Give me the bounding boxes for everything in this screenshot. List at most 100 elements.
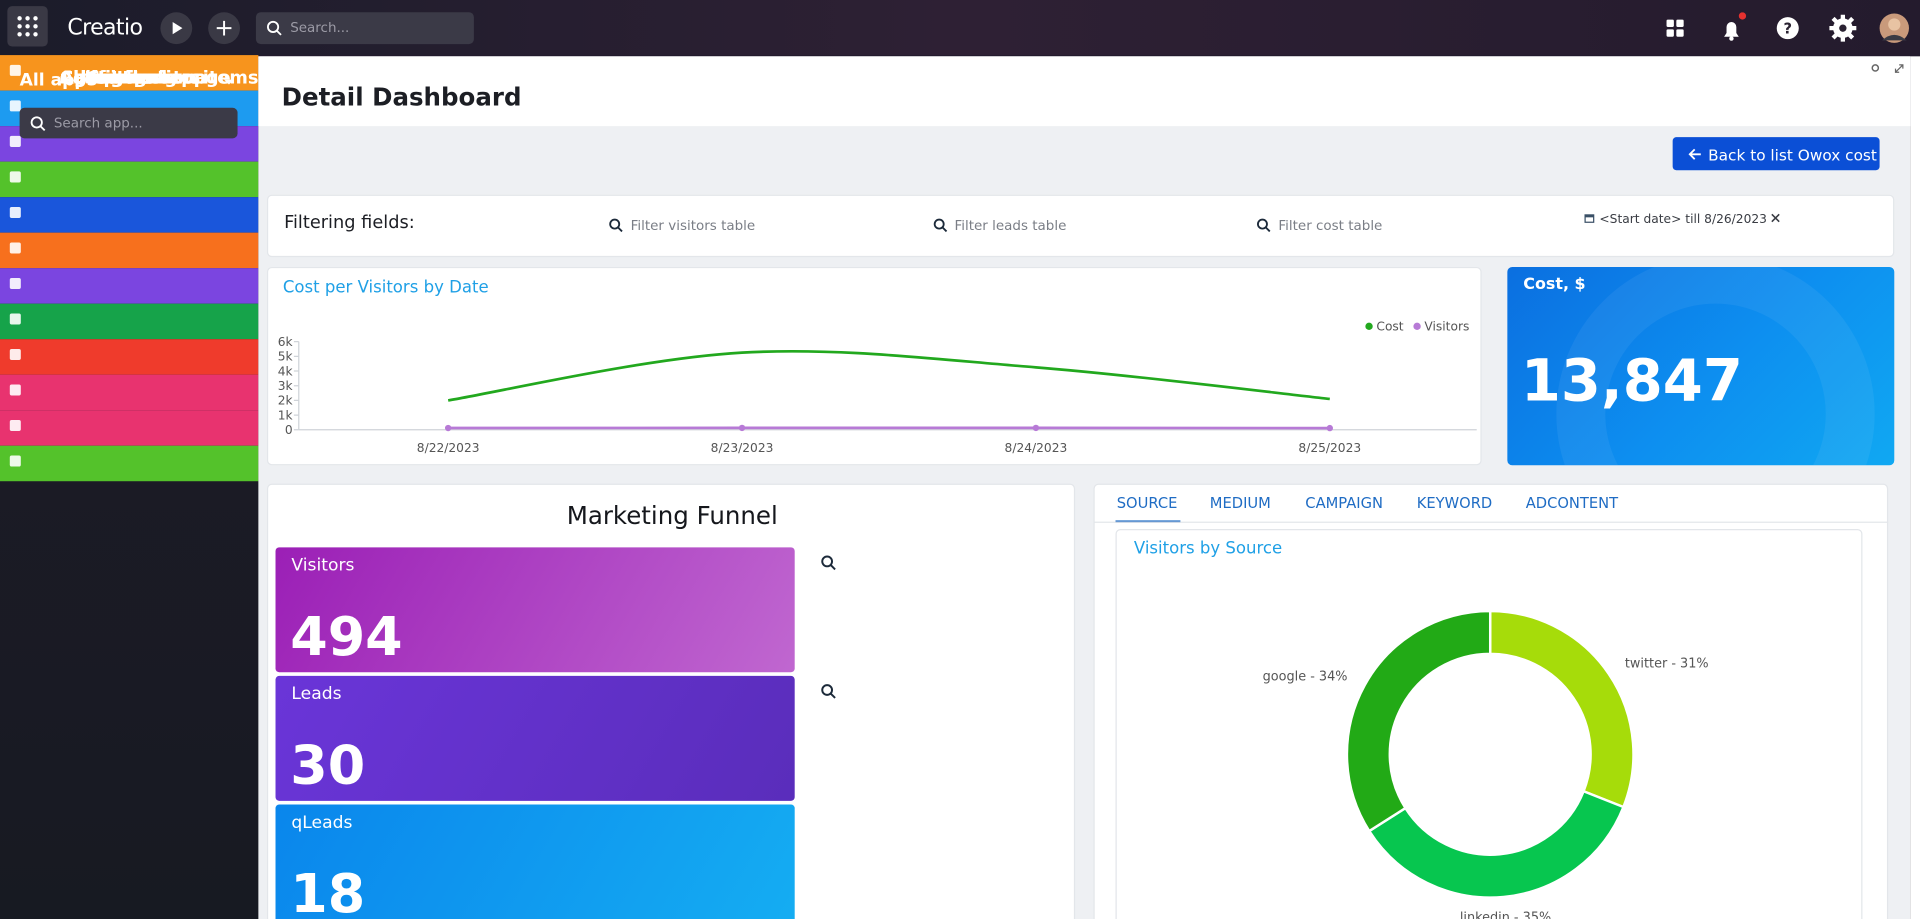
stage-value: 30 bbox=[290, 734, 366, 797]
glyph bbox=[821, 683, 834, 696]
settings-icon[interactable] bbox=[1829, 14, 1857, 42]
tab[interactable]: SOURCE bbox=[1116, 494, 1178, 512]
nav-item[interactable]: Chat bbox=[0, 69, 259, 446]
glyph bbox=[9, 64, 21, 76]
calendar-icon bbox=[1584, 214, 1595, 223]
pie-label: google - 34% bbox=[1263, 670, 1348, 685]
chart-title: Cost per Visitors by Date bbox=[282, 277, 489, 298]
nav-item[interactable]: Agent desktop bbox=[0, 69, 259, 233]
nav-item[interactable]: Calls bbox=[0, 69, 259, 304]
filter-input[interactable]: Filter leads table bbox=[932, 217, 1177, 239]
nav-item[interactable]: Changes bbox=[0, 69, 259, 411]
search-icon bbox=[1257, 218, 1271, 233]
nav-label: Campaigns bbox=[60, 68, 171, 89]
nav-item[interactable]: Accounts bbox=[0, 55, 259, 91]
y-tick-label: 5k bbox=[278, 350, 294, 364]
legend-label[interactable]: Visitors bbox=[1424, 320, 1469, 334]
svg-text:?: ? bbox=[1783, 21, 1792, 38]
line-point bbox=[738, 424, 746, 432]
tab[interactable]: MEDIUM bbox=[1209, 494, 1271, 512]
nav-item[interactable]: AdCost bbox=[0, 69, 259, 198]
nav-icon bbox=[0, 268, 259, 304]
x-tick-label: 8/24/2023 bbox=[1005, 441, 1068, 455]
nav-icon bbox=[0, 55, 259, 91]
glyph bbox=[941, 226, 947, 233]
filter-card: Filtering fields: Filter visitors table F… bbox=[266, 194, 1895, 258]
expand-icon[interactable] bbox=[1894, 64, 1904, 73]
cost-value: 13,847 bbox=[1520, 347, 1743, 416]
cost-card: Cost, $ 13,847 bbox=[1507, 266, 1895, 466]
stage-name: Visitors bbox=[291, 555, 355, 576]
nav-item[interactable]: Agent homepage bbox=[0, 69, 259, 269]
top-bar: Creatio Search... ? bbox=[0, 0, 1920, 56]
global-search[interactable]: Search... bbox=[255, 12, 474, 45]
pie-label: linkedin - 35% bbox=[1460, 910, 1551, 919]
brand: Creatio bbox=[67, 14, 143, 41]
search-placeholder: Search app... bbox=[53, 115, 143, 132]
filter-input[interactable]: Filter visitors table bbox=[609, 217, 854, 239]
add-button[interactable] bbox=[208, 12, 241, 45]
apps-icon[interactable] bbox=[1666, 19, 1684, 37]
avatar[interactable] bbox=[1879, 13, 1909, 43]
line-chart-card: Cost per Visitors by Date 0 1k 2k 3k 4k 5k 6k 8… bbox=[266, 266, 1482, 466]
stage-value: 494 bbox=[290, 606, 403, 669]
app-search[interactable]: Search app... bbox=[19, 107, 238, 139]
y-tick-label: 2k bbox=[278, 394, 294, 408]
y-tick-label: 6k bbox=[278, 335, 294, 349]
filter-input[interactable]: Filter cost table bbox=[1256, 217, 1501, 239]
stage-search-icon[interactable] bbox=[820, 683, 837, 700]
glyph bbox=[9, 135, 21, 147]
app-launcher[interactable] bbox=[7, 6, 48, 47]
date-end: 8/26/2023 bbox=[1704, 213, 1767, 227]
filter-placeholder: Filter cost table bbox=[1278, 217, 1383, 234]
nav-icon bbox=[0, 339, 259, 375]
line-point bbox=[1032, 424, 1040, 432]
date-till: till bbox=[1685, 213, 1701, 227]
nav-glyph bbox=[9, 135, 21, 147]
run-button[interactable] bbox=[160, 12, 193, 45]
nav-item[interactable]: Cases bbox=[0, 69, 259, 375]
stage-value: 18 bbox=[290, 862, 366, 919]
clear-icon[interactable] bbox=[1771, 213, 1781, 223]
glyph bbox=[9, 206, 21, 218]
panel-tools bbox=[1871, 64, 1904, 73]
nav-item[interactable]: Campaigns bbox=[0, 69, 259, 340]
search-icon bbox=[933, 218, 947, 233]
notifications-icon[interactable] bbox=[1724, 12, 1747, 41]
date-filter[interactable]: <Start date> till 8/26/2023 bbox=[1583, 212, 1781, 227]
glyph bbox=[1265, 226, 1271, 233]
sidebar-title[interactable]: All apps bbox=[19, 71, 97, 91]
nav-glyph bbox=[9, 313, 21, 325]
search-icon bbox=[30, 116, 46, 132]
help-icon[interactable]: ? bbox=[1776, 17, 1799, 40]
settings-mini[interactable] bbox=[1871, 64, 1880, 72]
legend-label[interactable]: Cost bbox=[1376, 320, 1403, 334]
plus-icon bbox=[216, 20, 232, 36]
glyph bbox=[830, 564, 836, 571]
glyph bbox=[9, 171, 21, 183]
glyph bbox=[9, 313, 21, 325]
nav-label: Agent desktop bbox=[60, 68, 207, 89]
nav-label: Calls bbox=[60, 68, 108, 89]
sidebar: All apps Search app... Accounts Activitie… bbox=[0, 55, 258, 919]
stage-search-icon[interactable] bbox=[820, 555, 837, 572]
tab[interactable]: CAMPAIGN bbox=[1305, 494, 1383, 512]
tab[interactable]: ADCONTENT bbox=[1525, 494, 1619, 512]
nav-glyph bbox=[9, 100, 21, 112]
back-button[interactable]: Back to list Owox cost bbox=[1672, 137, 1880, 171]
nav-glyph bbox=[9, 277, 21, 289]
legend-swatch bbox=[1365, 322, 1373, 331]
nav-item[interactable]: Configuration items bbox=[0, 69, 258, 482]
top-right-icons: ? bbox=[1666, 12, 1909, 43]
search-icon bbox=[609, 218, 623, 233]
nav-label: Ad campaigns bbox=[60, 68, 201, 89]
nav-icon bbox=[0, 161, 259, 198]
nav-glyph bbox=[9, 384, 21, 396]
tab[interactable]: KEYWORD bbox=[1416, 494, 1493, 512]
tab-divider bbox=[1093, 521, 1889, 523]
nav-label: Agent homepage bbox=[60, 68, 231, 89]
